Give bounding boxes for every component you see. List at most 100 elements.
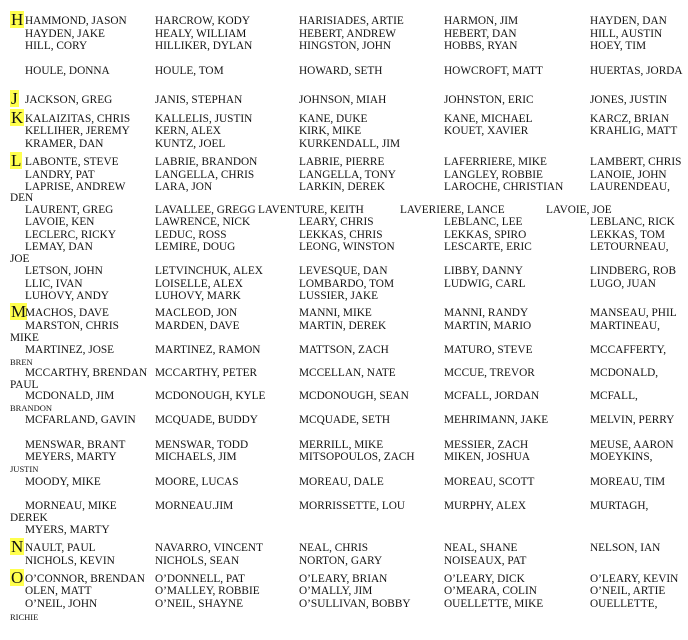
name-row: MCDONALD, JIM MCDONOUGH, KYLE MCDONOUGH, S… — [0, 390, 688, 403]
name-entry: MESSIER, ZACH — [444, 439, 529, 451]
name-entry: LAWRENCE, NICK — [155, 216, 251, 228]
name-entry: HOEY, TIM — [590, 40, 647, 52]
name-entry: LETVINCHUK, ALEX — [155, 265, 263, 277]
name-entry: LARA, JON — [155, 181, 213, 193]
name-row: LAVOIE, KEN LAWRENCE, NICK LEARY, CHRIS LEB… — [0, 216, 688, 229]
name-entry: HILL, AUSTIN — [590, 28, 663, 40]
name-entry: NORTON, GARY — [299, 555, 383, 567]
name-entry: LUHOVY, ANDY — [25, 290, 109, 302]
name-entry: LANDRY, PAT — [25, 169, 95, 181]
name-row-continuation: MIKE — [0, 332, 688, 345]
name-entry: KOUET, XAVIER — [444, 125, 529, 137]
name-entry: KRAMER, DAN — [25, 138, 104, 150]
name-row: LETSON, JOHN LETVINCHUK, ALEX LEVESQUE, DA… — [0, 265, 688, 278]
name-entry: MOREAU, DALE — [299, 476, 384, 488]
name-entry: JOHNSON, MIAH — [299, 94, 387, 106]
name-entry-continuation: BRANDON — [10, 403, 53, 413]
name-row: M MACHOS, DAVE MACLEOD, JON MANNI, MIKE MANN… — [0, 303, 688, 320]
name-entry: LESCARTE, ERIC — [444, 241, 532, 253]
name-row: LAURENT, GREG LAVALLEE, GREGG LAVENTURE, K… — [0, 204, 688, 217]
name-row: KELLIHER, JEREMY KERN, ALEX KIRK, MIKE KOUE… — [0, 125, 688, 138]
name-row: L LABONTE, STEVE LABRIE, BRANDON LABRIE, PI… — [0, 152, 688, 169]
name-entry: LAVOIE, KEN — [25, 216, 95, 228]
name-entry: O’MALLEY, ROBBIE — [155, 585, 260, 597]
name-entry: MCFARLAND, GAVIN — [25, 414, 136, 426]
name-entry: KALAIZITAS, CHRIS — [25, 113, 131, 125]
name-entry: MOREAU, SCOTT — [444, 476, 535, 488]
name-entry: NEAL, CHRIS — [299, 542, 369, 554]
name-entry: NAVARRO, VINCENT — [155, 542, 263, 554]
name-entry: LOISELLE, ALEX — [155, 278, 243, 290]
name-row: LEMAY, DAN LEMIRE, DOUG LEONG, WINSTON LESC… — [0, 241, 688, 254]
name-entry: O’CONNOR, BRENDAN — [25, 573, 145, 585]
name-entry: O’LEARY, DICK — [444, 573, 525, 585]
name-entry: LABRIE, BRANDON — [155, 156, 258, 168]
name-row: HILL, CORY HILLIKER, DYLAN HINGSTON, JOHN H… — [0, 40, 688, 53]
name-entry: MARTINEZ, RAMON — [155, 344, 261, 356]
name-entry: KUNTZ, JOEL — [155, 138, 226, 150]
name-entry: MACHOS, DAVE — [25, 307, 109, 319]
name-entry: HEALY, WILLIAM — [155, 28, 247, 40]
name-entry: MEHRIMANN, JAKE — [444, 414, 549, 426]
name-entry: NICHOLS, SEAN — [155, 555, 240, 567]
name-entry: MANNI, MIKE — [299, 307, 372, 319]
name-entry: O’DONNELL, PAT — [155, 573, 245, 585]
name-entry: HINGSTON, JOHN — [299, 40, 392, 52]
name-entry: MENSWAR, TODD — [155, 439, 249, 451]
name-entry: O’LEARY, KEVIN — [590, 573, 679, 585]
name-entry: MATURO, STEVE — [444, 344, 533, 356]
name-entry: MCFALL, — [590, 390, 638, 402]
name-entry: LEKKAS, SPIRO — [444, 229, 527, 241]
name-row-continuation: JOE — [0, 253, 688, 266]
section-letter-k: K — [10, 108, 25, 127]
name-entry: MOODY, MIKE — [25, 476, 101, 488]
name-entry: HARISIADES, ARTIE — [299, 15, 404, 27]
section-letter-j: J — [10, 89, 19, 108]
name-entry: MEUSE, AARON — [590, 439, 674, 451]
name-entry: MOREAU, TIM — [590, 476, 666, 488]
name-entry: HOULE, DONNA — [25, 65, 110, 77]
name-entry: LAFERRIERE, MIKE — [444, 156, 547, 168]
name-entry-continuation: PAUL — [10, 379, 39, 391]
name-row-continuation: DEN — [0, 192, 688, 205]
name-entry: LUDWIG, CARL — [444, 278, 526, 290]
name-entry: LEKKAS, CHRIS — [299, 229, 383, 241]
name-entry: MIKEN, JOSHUA — [444, 451, 530, 463]
name-entry: LIBBY, DANNY — [444, 265, 523, 277]
name-entry: MCFALL, JORDAN — [444, 390, 540, 402]
name-row: OLEN, MATT O’MALLEY, ROBBIE O’MALLY, JIM O’… — [0, 585, 688, 598]
name-row: LLIC, IVAN LOISELLE, ALEX LOMBARDO, TOM LUD… — [0, 278, 688, 291]
name-row: H HAMMOND, JASON HARCROW, KODY HARISIADES, … — [0, 11, 688, 28]
name-row-continuation: RICHIE — [0, 611, 688, 624]
name-entry: MCCAFFERTY, — [590, 344, 667, 356]
name-entry: LAURENT, GREG — [25, 204, 114, 216]
name-entry: LAVERIERE, LANCE — [400, 204, 505, 216]
name-row: MENSWAR, BRANT MENSWAR, TODD MERRILL, MIKE… — [0, 439, 688, 452]
name-entry: MCQUADE, BUDDY — [155, 414, 258, 426]
section-letter-m: M — [10, 302, 28, 321]
name-entry: HILL, CORY — [25, 40, 88, 52]
name-entry: MARTINEAU, — [590, 320, 660, 332]
name-entry: LETSON, JOHN — [25, 265, 103, 277]
name-entry: LEBLANC, RICK — [590, 216, 675, 228]
name-entry: LAPRISE, ANDREW — [25, 181, 126, 193]
name-row: MARSTON, CHRIS MARDEN, DAVE MARTIN, DEREK M… — [0, 320, 688, 333]
name-entry: MEYERS, MARTY — [25, 451, 117, 463]
section-letter-h: H — [10, 10, 25, 29]
name-entry: HOWCROFT, MATT — [444, 65, 543, 77]
name-entry: MORNEAU.JIM — [155, 500, 234, 512]
name-entry: MARTIN, DEREK — [299, 320, 387, 332]
name-entry: MCDONOUGH, KYLE — [155, 390, 266, 402]
name-entry: JONES, JUSTIN — [590, 94, 668, 106]
name-entry: LABRIE, PIERRE — [299, 156, 385, 168]
name-row: N NAULT, PAUL NAVARRO, VINCENT NEAL, CHRIS N… — [0, 538, 688, 555]
name-entry: MCCARTHY, PETER — [155, 367, 258, 379]
name-entry: MENSWAR, BRANT — [25, 439, 126, 451]
name-row: MYERS, MARTY — [0, 524, 688, 537]
name-entry: O’NEIL, JOHN — [25, 598, 98, 610]
name-row: MORNEAU, MIKE MORNEAU.JIM MORRISSETTE, LOU… — [0, 500, 688, 513]
name-entry: HEBERT, DAN — [444, 28, 517, 40]
name-row: MCFARLAND, GAVIN MCQUADE, BUDDY MCQUADE, S… — [0, 414, 688, 427]
name-row-continuation: JUSTIN — [0, 463, 688, 476]
name-row: LAPRISE, ANDREW LARA, JON LARKIN, DEREK LAR… — [0, 181, 688, 194]
